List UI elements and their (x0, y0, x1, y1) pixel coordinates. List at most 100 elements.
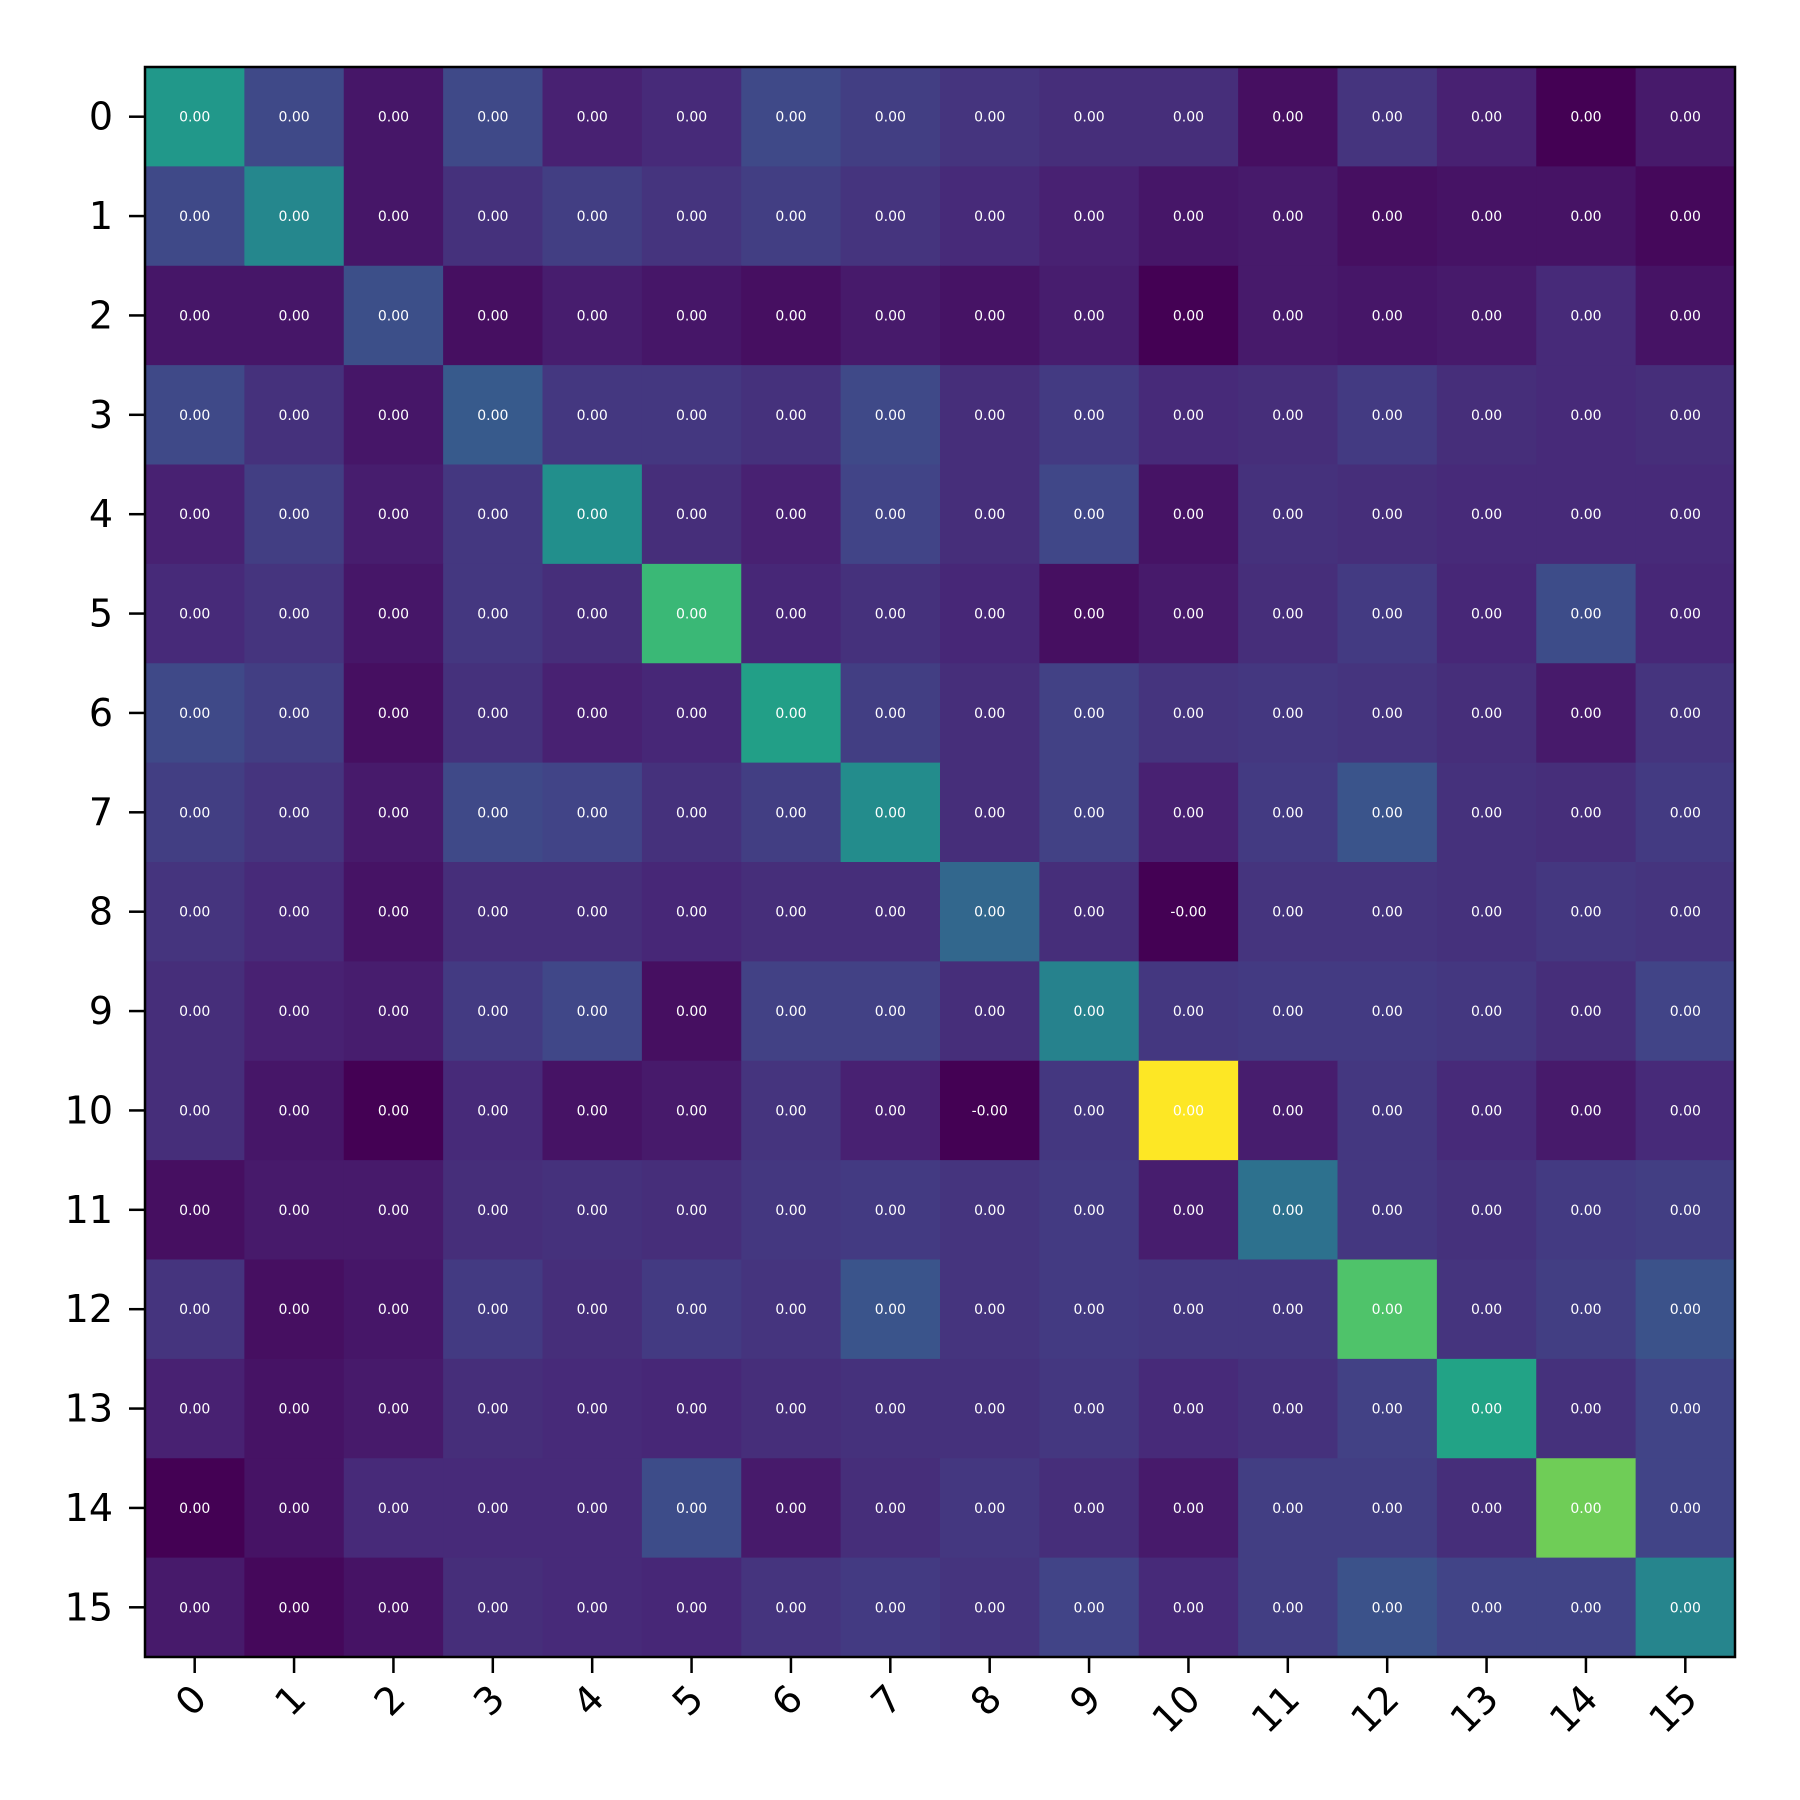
cell-value-label: 0.00 (577, 308, 608, 324)
heatmap-cell (1436, 1358, 1537, 1459)
cell-value-label: 0.00 (974, 507, 1005, 523)
cell-value-label: 0.00 (1173, 1103, 1204, 1119)
heatmap-cell (1635, 265, 1736, 366)
heatmap-cell (1138, 365, 1239, 466)
heatmap-cell (1138, 563, 1239, 664)
cell-value-label: 0.00 (676, 706, 707, 722)
cell-value-label: 0.00 (1670, 110, 1701, 126)
cell-value-label: 0.00 (1073, 706, 1104, 722)
heatmap-cell (244, 1259, 345, 1360)
heatmap-cell (542, 365, 643, 466)
y-tick-label: 9 (89, 989, 113, 1033)
cell-value-label: 0.00 (775, 1402, 806, 1418)
heatmap-cell (940, 961, 1040, 1062)
cell-value-label: 0.00 (775, 1501, 806, 1517)
heatmap-cell (1238, 166, 1339, 267)
cell-value-label: 0.00 (1073, 507, 1104, 523)
cell-value-label: 0.00 (1272, 110, 1303, 126)
cell-value-label: 0.00 (775, 905, 806, 921)
heatmap-cell (1138, 762, 1239, 863)
cell-value-label: 0.00 (875, 1501, 906, 1517)
y-tick-label: 2 (89, 293, 113, 337)
cell-value-label: 0.00 (676, 408, 707, 424)
heatmap-cell (343, 1358, 444, 1459)
heatmap-cell (1238, 67, 1339, 167)
cell-value-label: 0.00 (1173, 805, 1204, 821)
cell-value-label: 0.00 (1570, 308, 1601, 324)
heatmap-cell (1436, 67, 1537, 167)
heatmap-cell (741, 265, 842, 366)
cell-value-label: 0.00 (278, 308, 309, 324)
heatmap-cell (1635, 67, 1736, 167)
cell-value-label: 0.00 (875, 607, 906, 623)
heatmap-cell (840, 1458, 941, 1559)
heatmap-cell (145, 1259, 245, 1360)
heatmap-cell (1337, 961, 1438, 1062)
cell-value-label: 0.00 (1670, 1600, 1701, 1616)
heatmap-cell (542, 265, 643, 366)
cell-value-label: 0.00 (1670, 1203, 1701, 1219)
cell-value-label: 0.00 (1670, 706, 1701, 722)
heatmap-cell (1436, 1557, 1537, 1658)
x-tick-label: 1 (266, 1676, 314, 1724)
heatmap-cell (145, 961, 245, 1062)
heatmap-cell (145, 1060, 245, 1161)
cell-value-label: 0.00 (1570, 1103, 1601, 1119)
heatmap-cell (1635, 464, 1736, 565)
heatmap-cell (1337, 1557, 1438, 1658)
heatmap-cell (1635, 1458, 1736, 1559)
heatmap-cell (244, 1358, 345, 1459)
cell-value-label: 0.00 (378, 706, 409, 722)
cell-value-label: 0.00 (1372, 706, 1403, 722)
heatmap-cell (641, 464, 742, 565)
heatmap-cell (641, 862, 742, 962)
cell-value-label: 0.00 (1173, 1501, 1204, 1517)
cell-value-label: 0.00 (577, 1402, 608, 1418)
cell-value-label: 0.00 (1073, 1004, 1104, 1020)
heatmap-cell (343, 663, 444, 764)
cell-value-label: 0.00 (1173, 507, 1204, 523)
cell-value-label: 0.00 (1073, 1302, 1104, 1318)
x-tick-label: 5 (664, 1676, 712, 1724)
heatmap-cell (940, 166, 1040, 267)
cell-value-label: 0.00 (577, 408, 608, 424)
cell-value-label: 0.00 (775, 408, 806, 424)
heatmap-cell (443, 1259, 544, 1360)
heatmap-cell (1436, 663, 1537, 764)
cell-value-label: 0.00 (477, 1402, 508, 1418)
heatmap-cell (244, 265, 345, 366)
cell-value-label: 0.00 (775, 209, 806, 225)
cell-value-label: 0.00 (875, 1600, 906, 1616)
heatmap-cell (145, 365, 245, 466)
heatmap-cell (840, 265, 941, 366)
cell-value-label: 0.00 (577, 1302, 608, 1318)
heatmap-cell (1238, 1160, 1339, 1261)
cell-value-label: 0.00 (775, 1600, 806, 1616)
heatmap-cell (1536, 1458, 1637, 1559)
heatmap-cell (1138, 265, 1239, 366)
heatmap-cell (1337, 862, 1438, 962)
cell-value-label: 0.00 (1073, 110, 1104, 126)
heatmap-cell (641, 1060, 742, 1161)
heatmap-cell (1138, 1358, 1239, 1459)
cell-value-label: 0.00 (577, 1203, 608, 1219)
cell-value-label: 0.00 (1272, 507, 1303, 523)
cell-value-label: 0.00 (875, 408, 906, 424)
heatmap-cell (1635, 762, 1736, 863)
cell-value-label: 0.00 (1570, 1600, 1601, 1616)
cell-value-label: 0.00 (676, 1103, 707, 1119)
cell-value-label: 0.00 (278, 1302, 309, 1318)
cell-value-label: 0.00 (577, 1004, 608, 1020)
cell-value-label: 0.00 (1073, 1501, 1104, 1517)
heatmap-cell (840, 1557, 941, 1658)
heatmap-cell (542, 1259, 643, 1360)
cell-value-label: 0.00 (577, 706, 608, 722)
cell-value-label: 0.00 (1173, 308, 1204, 324)
heatmap-cell (1337, 762, 1438, 863)
cell-value-label: 0.00 (179, 110, 210, 126)
cell-value-label: 0.00 (1670, 905, 1701, 921)
cell-value-label: 0.00 (1372, 1203, 1403, 1219)
cell-value-label: 0.00 (1272, 1203, 1303, 1219)
cell-value-label: 0.00 (1073, 308, 1104, 324)
heatmap-cell (343, 265, 444, 366)
